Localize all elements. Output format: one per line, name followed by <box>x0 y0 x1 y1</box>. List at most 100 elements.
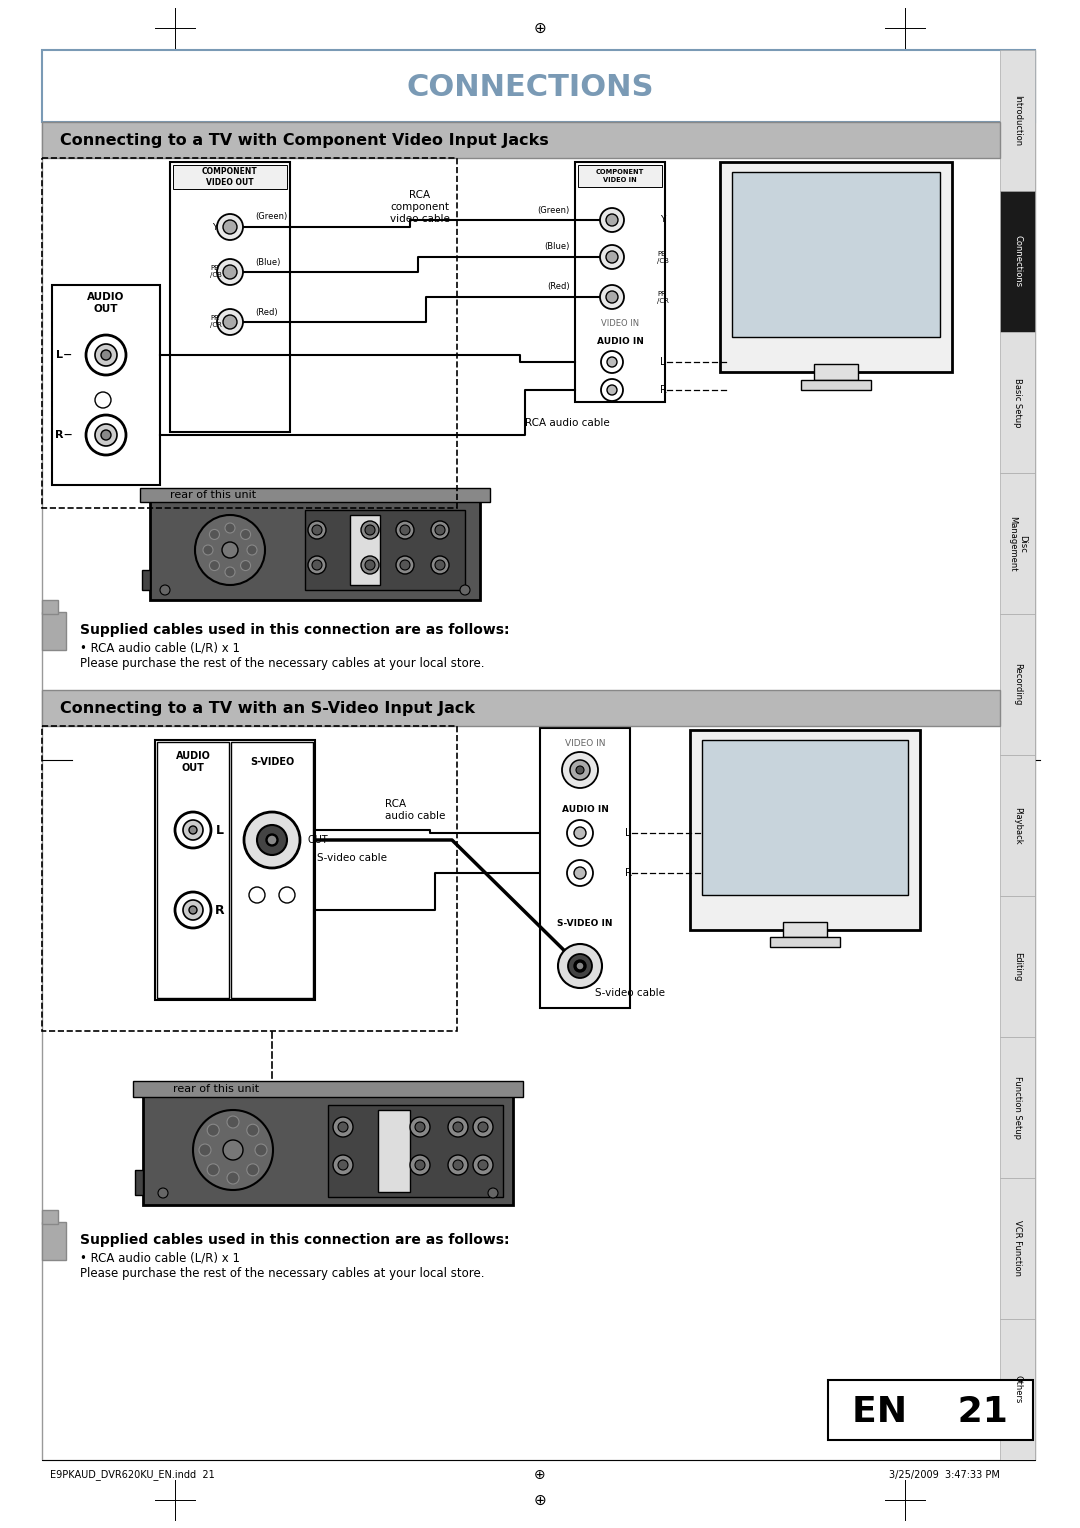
Text: Connecting to a TV with Component Video Input Jacks: Connecting to a TV with Component Video … <box>60 133 549 148</box>
Circle shape <box>606 251 618 263</box>
Bar <box>801 380 870 390</box>
Bar <box>42 122 1000 157</box>
Text: Disc
Management: Disc Management <box>1008 516 1027 571</box>
Circle shape <box>333 1155 353 1175</box>
Text: R: R <box>625 868 632 879</box>
Text: Others: Others <box>1013 1375 1022 1404</box>
Circle shape <box>207 1164 219 1177</box>
Bar <box>350 515 380 585</box>
Circle shape <box>607 385 617 396</box>
Circle shape <box>160 585 170 594</box>
Circle shape <box>606 214 618 226</box>
Bar <box>42 691 1000 726</box>
Circle shape <box>478 1160 488 1170</box>
Bar <box>42 122 1000 157</box>
Bar <box>157 743 229 998</box>
Circle shape <box>435 559 445 570</box>
Text: Y: Y <box>660 215 665 225</box>
Bar <box>1000 1319 1035 1459</box>
Circle shape <box>222 1140 243 1160</box>
Bar <box>702 740 908 895</box>
Bar <box>1000 50 1035 191</box>
Text: L−: L− <box>56 350 72 361</box>
Bar <box>1000 755 1035 895</box>
Circle shape <box>573 960 586 972</box>
Bar <box>150 500 480 601</box>
Text: E9PKAUD_DVR620KU_EN.indd  21: E9PKAUD_DVR620KU_EN.indd 21 <box>50 1470 215 1481</box>
Circle shape <box>308 521 326 539</box>
Text: AUDIO
OUT: AUDIO OUT <box>176 752 211 773</box>
Circle shape <box>410 1117 430 1137</box>
Circle shape <box>217 309 243 335</box>
Circle shape <box>312 559 322 570</box>
Circle shape <box>361 556 379 575</box>
Circle shape <box>267 834 276 845</box>
Text: RCA audio cable: RCA audio cable <box>525 419 610 428</box>
Text: RCA
component
video cable: RCA component video cable <box>390 191 450 223</box>
Circle shape <box>175 892 211 927</box>
Bar <box>42 1222 66 1261</box>
Circle shape <box>568 953 592 978</box>
Bar <box>690 730 920 931</box>
Text: • RCA audio cable (L/R) x 1: • RCA audio cable (L/R) x 1 <box>80 1251 240 1265</box>
Text: L: L <box>216 824 224 836</box>
Text: rear of this unit: rear of this unit <box>170 490 256 500</box>
Bar <box>52 286 160 484</box>
Circle shape <box>86 335 126 374</box>
Text: PB
/CB: PB /CB <box>657 251 669 263</box>
Circle shape <box>448 1155 468 1175</box>
Bar <box>1000 614 1035 755</box>
Circle shape <box>247 1125 259 1137</box>
Circle shape <box>567 860 593 886</box>
Text: S-VIDEO IN: S-VIDEO IN <box>557 918 612 927</box>
Circle shape <box>453 1160 463 1170</box>
Text: Recording: Recording <box>1013 663 1022 706</box>
Bar <box>720 162 951 371</box>
Text: PB
/CB: PB /CB <box>210 266 221 278</box>
Circle shape <box>227 1115 239 1128</box>
Circle shape <box>257 825 287 856</box>
Circle shape <box>244 811 300 868</box>
Circle shape <box>195 515 265 585</box>
Circle shape <box>207 1125 219 1137</box>
Circle shape <box>573 827 586 839</box>
Circle shape <box>225 567 235 578</box>
Circle shape <box>95 393 111 408</box>
Text: • RCA audio cable (L/R) x 1: • RCA audio cable (L/R) x 1 <box>80 642 240 654</box>
Bar <box>156 740 315 999</box>
Text: 3/25/2009  3:47:33 PM: 3/25/2009 3:47:33 PM <box>889 1470 1000 1481</box>
Circle shape <box>217 260 243 286</box>
Text: S-video cable: S-video cable <box>595 989 665 998</box>
Circle shape <box>600 351 623 373</box>
Circle shape <box>255 1144 267 1157</box>
Circle shape <box>453 1122 463 1132</box>
Circle shape <box>338 1160 348 1170</box>
Circle shape <box>279 886 295 903</box>
Text: VIDEO IN: VIDEO IN <box>600 319 639 329</box>
Bar <box>1000 895 1035 1038</box>
Circle shape <box>247 1164 259 1177</box>
Bar <box>305 510 465 590</box>
Bar <box>133 1080 523 1097</box>
Circle shape <box>606 290 618 303</box>
Circle shape <box>241 529 251 539</box>
Circle shape <box>570 759 590 779</box>
Bar <box>770 937 840 947</box>
Bar <box>173 165 287 189</box>
Circle shape <box>576 963 584 970</box>
Bar <box>143 1096 513 1206</box>
Text: VCR Function: VCR Function <box>1013 1221 1022 1276</box>
Text: Basic Setup: Basic Setup <box>1013 377 1022 428</box>
Circle shape <box>227 1172 239 1184</box>
Bar <box>170 162 291 432</box>
Text: L: L <box>660 358 665 367</box>
Circle shape <box>396 521 414 539</box>
Bar <box>1000 1038 1035 1178</box>
Bar <box>1000 1178 1035 1319</box>
Text: Editing: Editing <box>1013 952 1022 981</box>
Text: CONNECTIONS: CONNECTIONS <box>406 73 653 102</box>
Circle shape <box>361 521 379 539</box>
Circle shape <box>217 214 243 240</box>
Circle shape <box>199 1144 211 1157</box>
Bar <box>42 601 58 614</box>
